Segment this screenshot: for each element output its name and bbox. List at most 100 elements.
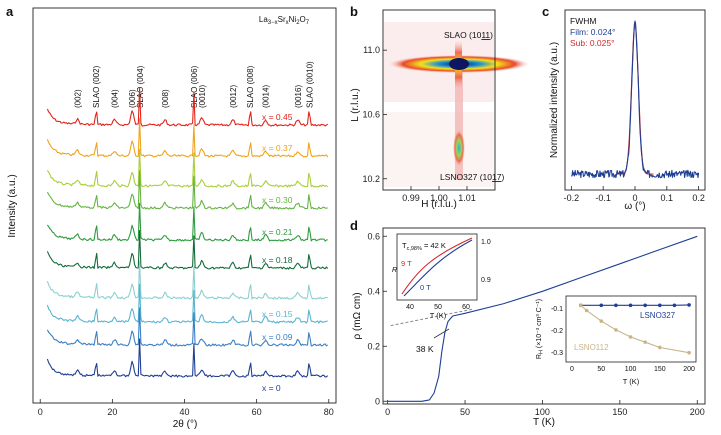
inset-right-point-1-4 <box>628 335 633 339</box>
panel-d-ticks: 0 50 100 150 200 0 0.2 0.4 0.6 <box>367 231 704 417</box>
panel-b-ticks: 0.99 1.00 1.01 10.2 10.6 11.0 <box>362 45 475 203</box>
inset-left-ytick-0: 0.9 <box>481 277 491 284</box>
panel-a-curve-1 <box>46 118 329 158</box>
inset-right-ytick-2: -0.3 <box>551 350 563 357</box>
panel-a-curve-4 <box>46 202 328 242</box>
panel-a-peak-label-8: (0012) <box>229 85 238 108</box>
panel-a-series-label-8: x = 0.09 <box>262 332 293 342</box>
panel-a-series-label-0: x = 0.45 <box>262 112 293 122</box>
inset-right-point-1-2 <box>599 319 604 323</box>
inset-left-xtick-0: 40 <box>406 304 414 311</box>
panel-d-extrapolation <box>390 308 473 327</box>
inset-right-point-1-1 <box>584 308 589 313</box>
panel-d-xtick-4: 200 <box>690 407 705 417</box>
panel-a-xtick-4: 80 <box>324 407 334 417</box>
panel-a-series-label-5: x = 0.18 <box>262 255 293 265</box>
inset-right-lsno112: LSNO112 <box>574 343 609 352</box>
panel-d-annot-38k: 38 K <box>416 344 434 354</box>
panel-a-peak-label-0: (002) <box>73 89 82 108</box>
panel-d-xtick-0: 0 <box>385 407 390 417</box>
panel-a: a (002) SLAO (002) (004) (006)SLAO (004) (00… <box>6 4 337 430</box>
panel-a-label: a <box>6 4 14 19</box>
panel-d-xlabel: T (K) <box>533 417 555 428</box>
panel-a-xtick-0: 0 <box>38 407 43 417</box>
inset-left-xtick-1: 50 <box>434 304 442 311</box>
inset-right-point-0-7 <box>687 303 691 307</box>
panel-b-ylabel: L (r.l.u.) <box>350 88 361 122</box>
panel-a-frame <box>32 7 337 404</box>
panel-a-series-label-9: x = 0 <box>262 383 281 393</box>
panel-a-xtick-2: 40 <box>179 407 189 417</box>
panel-b-annot-slao: SLAO (1011) <box>444 30 493 40</box>
panel-b-xtick-2: 1.01 <box>458 193 476 203</box>
panel-a-ylabel: Intensity (a.u.) <box>7 174 18 237</box>
panel-c-sub-curve <box>615 23 654 175</box>
panel-d-ytick-0: 0 <box>375 396 380 406</box>
inset-left-0t: 0 T <box>420 283 431 292</box>
panel-c-xtick-0: -0.2 <box>564 193 580 203</box>
panel-a-peak-label-11: (0016) <box>294 85 303 108</box>
inset-left-ylabel: R <box>392 267 397 274</box>
inset-right-line-1 <box>580 304 690 354</box>
panel-c-xtick-3: 0.1 <box>661 193 674 203</box>
inset-right-series <box>578 303 691 355</box>
panel-d-xtick-2: 100 <box>535 407 550 417</box>
panel-b: b SLAO (1011) LSNO327 (1017) 0.99 1.00 1.0… <box>350 4 529 210</box>
panel-a-curve-9 <box>46 338 329 378</box>
panel-d-inset-left: Tc,98% = 42 K 9 T 0 T R 1.0 0.9 40 50 60… <box>392 233 491 320</box>
panel-a-curve-7 <box>46 283 328 324</box>
panel-c-legend-title: FWHM <box>570 16 596 26</box>
panel-a-peak-labels: (002) SLAO (002) (004) (006)SLAO (004) (008)… <box>73 61 314 108</box>
inset-right-xtick-4: 200 <box>683 366 695 373</box>
inset-right-xtick-0: 0 <box>570 366 574 373</box>
inset-right-point-0-4 <box>643 303 647 308</box>
inset-right-point-1-7 <box>687 350 691 355</box>
inset-right-xtick-1: 50 <box>597 366 605 373</box>
panel-c-legend-film: Film: 0.024° <box>570 27 615 37</box>
panel-a-peak-label-6: SLAO (006) <box>190 65 199 108</box>
panel-a-series-label-4: x = 0.21 <box>262 227 293 237</box>
panel-a-series-label-3: x = 0.30 <box>262 195 293 205</box>
panel-d-ytick-2: 0.4 <box>367 286 380 296</box>
panel-d-ylabel: ρ (mΩ cm) <box>352 292 363 339</box>
inset-left-xlabel: T (K) <box>430 311 447 320</box>
panel-a-curve-6 <box>46 260 328 300</box>
inset-left-tc: Tc,98% = 42 K <box>402 241 446 252</box>
panel-a-curve-8 <box>46 307 328 347</box>
panel-a-peak-label-4: SLAO (004) <box>136 65 145 108</box>
panel-b-film-spot <box>453 129 465 167</box>
panel-a-peak-label-12: SLAO (0010) <box>305 61 314 108</box>
inset-right-ytick-1: -0.2 <box>551 328 563 335</box>
panel-a-peak-label-10: (0014) <box>262 85 271 108</box>
panel-d-resistivity-curve <box>387 235 698 402</box>
inset-right-point-1-0 <box>578 303 583 308</box>
inset-left-0t-curve <box>403 239 473 297</box>
panel-a-peak-label-3: (006) <box>128 89 137 108</box>
panel-c-ticks: -0.2 -0.1 0 0.1 0.2 <box>564 186 705 203</box>
panel-a-xlabel: 2θ (°) <box>173 419 198 430</box>
panel-a-peak-label-9: SLAO (008) <box>246 65 255 108</box>
inset-right-point-1-6 <box>658 345 662 350</box>
panel-d-ytick-1: 0.2 <box>367 341 380 351</box>
panel-a-series-label-7: x = 0.15 <box>262 309 293 319</box>
inset-right-point-0-1 <box>599 303 604 308</box>
panel-a-series-label-1: x = 0.37 <box>262 143 293 153</box>
inset-right-ylabel: RH (×10⁻³ cm³ C⁻¹) <box>536 299 545 359</box>
inset-right-xtick-3: 150 <box>654 366 666 373</box>
panel-a-peak-label-5: (008) <box>161 89 170 108</box>
inset-right-ytick-0: -0.1 <box>551 306 563 313</box>
inset-left-9t: 9 T <box>401 259 412 268</box>
panel-c-xtick-1: -0.1 <box>595 193 611 203</box>
panel-b-ytick-1: 10.6 <box>362 109 380 119</box>
inset-left-9t-curve <box>401 237 473 295</box>
panel-a-peak-label-1: SLAO (002) <box>92 65 101 108</box>
panel-b-annot-lsno: LSNO327 (1017) <box>440 172 504 182</box>
panel-b-label: b <box>350 4 358 19</box>
panel-d-xtick-1: 50 <box>460 407 470 417</box>
panel-b-ytick-0: 10.2 <box>362 174 380 184</box>
panel-a-peak-label-7: (0010) <box>198 85 207 108</box>
panel-d-label: d <box>350 218 358 233</box>
panel-b-ytick-2: 11.0 <box>363 45 380 55</box>
inset-right-point-0-3 <box>628 303 633 308</box>
